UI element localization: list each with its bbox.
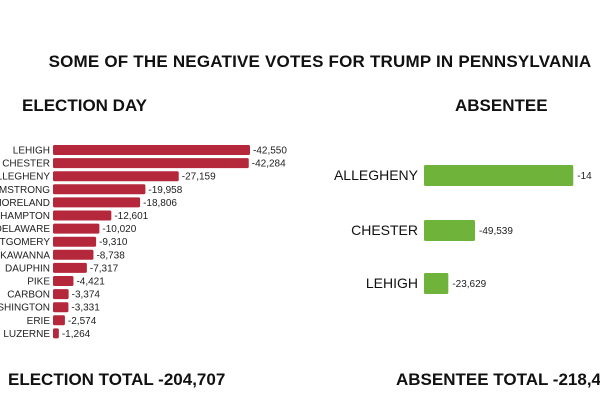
- data-label: -7,317: [90, 263, 119, 274]
- category-label: HAMPTON: [0, 211, 50, 222]
- election-day-heading: ELECTION DAY: [22, 96, 148, 115]
- chart-title: SOME OF THE NEGATIVE VOTES FOR TRUMP IN …: [48, 52, 592, 71]
- data-label: -49,539: [479, 226, 513, 237]
- category-label: LEHIGH: [13, 146, 50, 157]
- bar: [53, 315, 65, 326]
- bar: [53, 223, 100, 234]
- category-label: CARBON: [7, 290, 50, 301]
- category-label: DAUPHIN: [5, 263, 50, 274]
- data-label: -42,284: [252, 159, 286, 170]
- data-label: -2,574: [68, 316, 97, 327]
- bar: [53, 197, 141, 208]
- category-label: LEHIGH: [366, 275, 418, 291]
- bar: [53, 171, 179, 182]
- bar: [53, 210, 112, 221]
- absentee-heading: ABSENTEE: [455, 96, 548, 115]
- category-label: SHINGTON: [0, 303, 50, 314]
- category-label: MSTRONG: [0, 185, 50, 196]
- bar: [53, 249, 94, 260]
- bar: [53, 276, 74, 286]
- data-label: -1,264: [62, 329, 91, 340]
- data-label: -18,806: [143, 198, 177, 209]
- category-label: ALLEGHENY: [334, 167, 419, 183]
- category-label: LUZERNE: [3, 329, 50, 340]
- data-label: -42,550: [253, 146, 287, 157]
- data-label: -12,601: [114, 211, 148, 222]
- data-label: -4,421: [76, 277, 105, 288]
- bar: [53, 262, 87, 273]
- bar: [53, 289, 69, 300]
- category-label: DELAWARE: [0, 224, 50, 235]
- category-label: PIKE: [27, 277, 50, 288]
- bar: [53, 145, 250, 155]
- data-label: -8,738: [96, 250, 125, 261]
- category-label: CHESTER: [351, 222, 418, 238]
- category-label: KAWANNA: [0, 250, 50, 261]
- data-label: -3,374: [72, 290, 101, 301]
- category-label: LLEGHENY: [0, 172, 50, 183]
- data-label: -9,310: [99, 237, 128, 248]
- category-label: TGOMERY: [0, 237, 50, 248]
- bar: [53, 158, 249, 169]
- category-label: CHESTER: [2, 159, 50, 170]
- data-label: -19,958: [148, 185, 182, 196]
- data-label: -10,020: [102, 224, 136, 235]
- data-label: -27,159: [182, 172, 216, 183]
- bar: [424, 165, 574, 186]
- bar: [424, 220, 475, 241]
- bar: [53, 302, 69, 313]
- bar: [53, 328, 59, 339]
- election-total: ELECTION TOTAL -204,707: [8, 370, 226, 389]
- data-label: -23,629: [452, 279, 486, 290]
- bar: [424, 273, 449, 294]
- data-label: -14: [577, 171, 592, 182]
- category-label: MORELAND: [0, 198, 50, 209]
- bar: [53, 184, 146, 195]
- data-label: -3,331: [71, 303, 100, 314]
- bar: [53, 236, 97, 247]
- absentee-total: ABSENTEE TOTAL -218,40: [396, 370, 600, 389]
- category-label: ERIE: [27, 316, 51, 327]
